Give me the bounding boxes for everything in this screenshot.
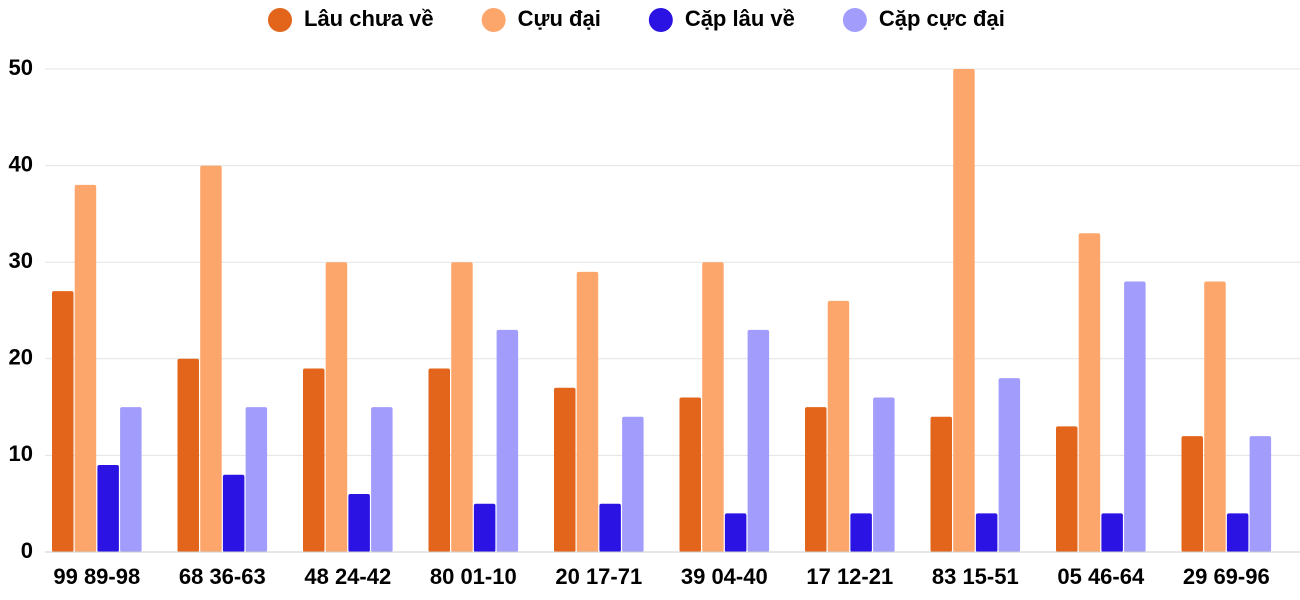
bar (52, 291, 74, 552)
bar (873, 397, 895, 552)
bar (554, 387, 576, 552)
bar (1204, 281, 1226, 552)
legend-marker (268, 8, 292, 32)
legend-marker (842, 8, 867, 32)
legend-label: Cặp lâu về (685, 6, 795, 31)
y-tick-label: 0 (21, 538, 33, 563)
y-tick-label: 40 (9, 151, 33, 176)
y-tick-label: 20 (9, 345, 33, 370)
x-tick-label: 29 69-96 (1183, 564, 1270, 589)
bar (74, 184, 97, 553)
x-tick-label: 20 17-71 (555, 564, 642, 589)
y-tick-label: 10 (9, 441, 33, 466)
x-tick-label: 48 24-42 (304, 564, 391, 589)
x-tick-label: 83 15-51 (932, 564, 1019, 589)
bar (724, 513, 747, 552)
bar (975, 513, 998, 552)
bar (1226, 513, 1249, 552)
bar (953, 69, 975, 552)
bar (747, 329, 770, 552)
bar (496, 329, 519, 552)
legend-marker (648, 8, 673, 32)
bar (679, 397, 701, 552)
x-tick-label: 99 89-98 (53, 564, 140, 589)
bar (702, 262, 724, 552)
bar (1249, 436, 1272, 552)
bar (1181, 436, 1203, 552)
bar (451, 262, 473, 552)
x-tick-label: 17 12-21 (806, 564, 893, 589)
bar (805, 407, 827, 552)
x-tick-label: 39 04-40 (681, 564, 768, 589)
bar (827, 300, 850, 552)
bar (120, 407, 142, 552)
y-tick-label: 50 (9, 55, 33, 80)
bar (200, 165, 222, 552)
bar (325, 262, 348, 552)
bar (930, 416, 952, 552)
bar (998, 378, 1021, 552)
bar (245, 407, 268, 552)
bar (1124, 281, 1146, 552)
bar (97, 465, 119, 552)
legend-label: Lâu chưa về (304, 6, 434, 31)
bar (177, 358, 199, 552)
bar (576, 271, 599, 552)
bar (371, 407, 393, 552)
legend-label: Cặp cực đại (879, 6, 1005, 31)
bar (1101, 513, 1123, 552)
bar (1078, 233, 1101, 552)
bar (222, 474, 245, 552)
bar (850, 513, 872, 552)
bar (428, 368, 450, 552)
bar (303, 368, 325, 552)
legend-marker (481, 8, 506, 32)
bar (1056, 426, 1078, 552)
x-tick-label: 68 36-63 (179, 564, 266, 589)
y-tick-label: 30 (9, 248, 33, 273)
bar (348, 494, 370, 552)
x-tick-label: 80 01-10 (430, 564, 517, 589)
bar (599, 503, 621, 552)
legend-label: Cựu đại (518, 6, 601, 31)
bar (473, 503, 496, 552)
bar (622, 416, 644, 552)
x-tick-label: 05 46-64 (1057, 564, 1145, 589)
